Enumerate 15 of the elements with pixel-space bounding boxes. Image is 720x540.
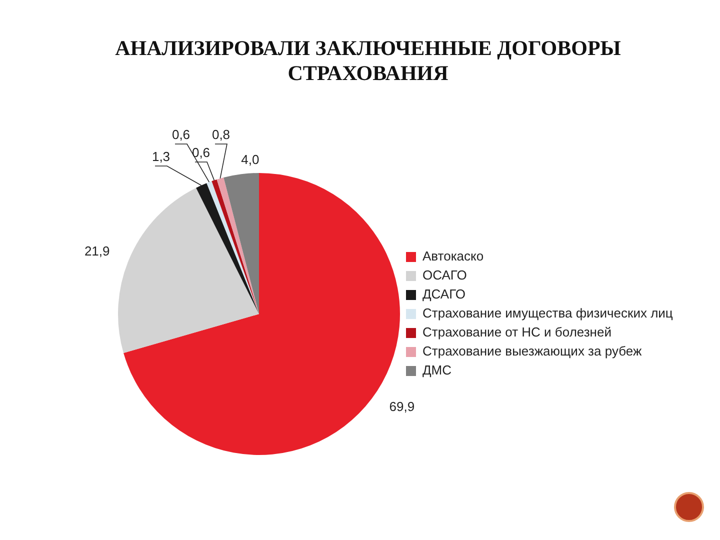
- data-label: 69,9: [389, 398, 415, 414]
- legend-label: ОСАГО: [422, 268, 467, 283]
- legend-label: Страхование выезжающих за рубеж: [422, 344, 642, 359]
- data-label: 0,8: [212, 127, 230, 142]
- legend-label: ДМС: [422, 362, 452, 378]
- legend-label: Страхование имущества физических лиц: [422, 306, 674, 321]
- chart-title: АНАЛИЗИРОВАЛИ ЗАКЛЮЧЕННЫЕ ДОГОВОРЫ СТРАХОВАНИЯ: [114, 36, 622, 86]
- data-label: 4,0: [241, 152, 260, 167]
- legend-label: ДСАГО: [422, 286, 466, 302]
- legend-label: Автокаско: [422, 248, 484, 264]
- legend-label: Страхование от НС и болезней: [422, 324, 612, 340]
- data-label: 1,3: [152, 149, 170, 164]
- data-label: 21,9: [84, 243, 110, 258]
- data-label: 0,6: [192, 145, 210, 160]
- data-label: 0,6: [172, 127, 190, 142]
